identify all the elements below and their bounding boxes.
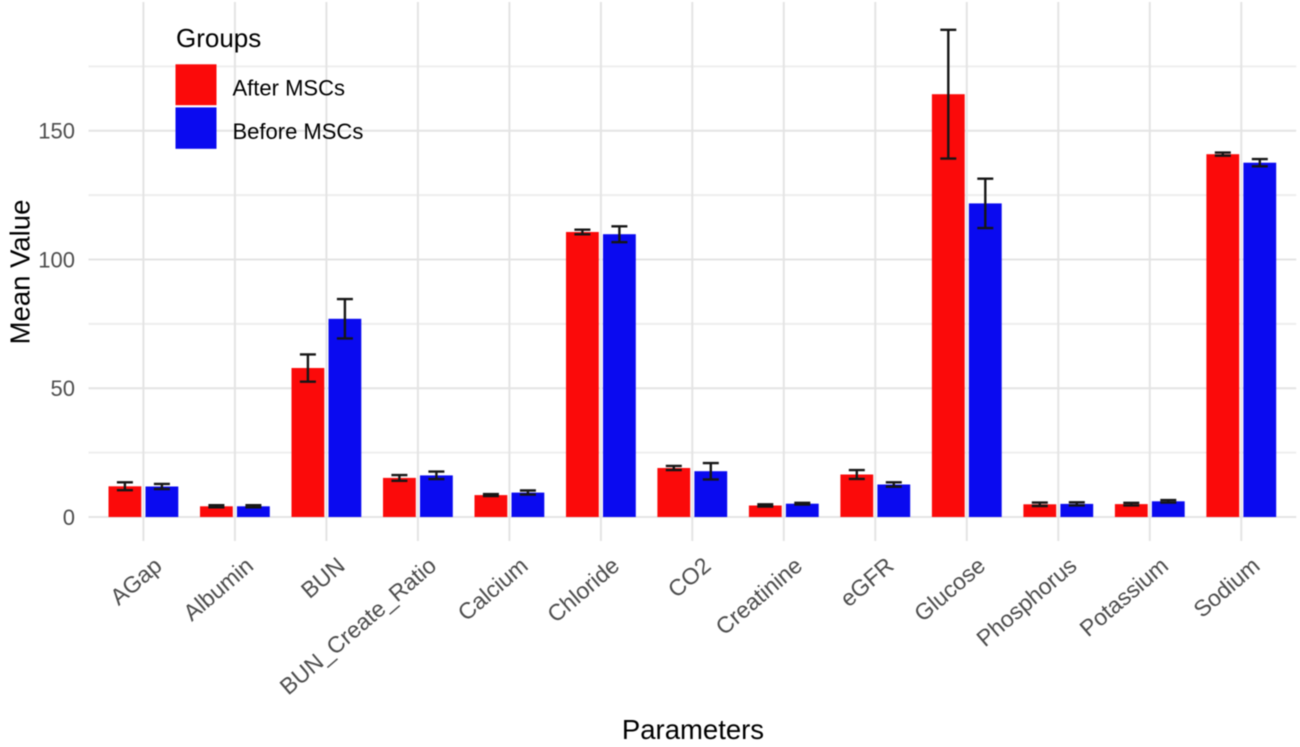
svg-text:Mean Value: Mean Value	[5, 200, 36, 345]
svg-text:50: 50	[51, 376, 75, 401]
svg-text:Before MSCs: Before MSCs	[233, 119, 364, 144]
svg-text:After MSCs: After MSCs	[233, 76, 345, 101]
svg-text:0: 0	[63, 505, 75, 530]
svg-text:150: 150	[38, 119, 75, 144]
svg-text:Parameters: Parameters	[622, 714, 764, 745]
svg-text:100: 100	[38, 247, 75, 272]
svg-text:Groups: Groups	[176, 23, 261, 53]
